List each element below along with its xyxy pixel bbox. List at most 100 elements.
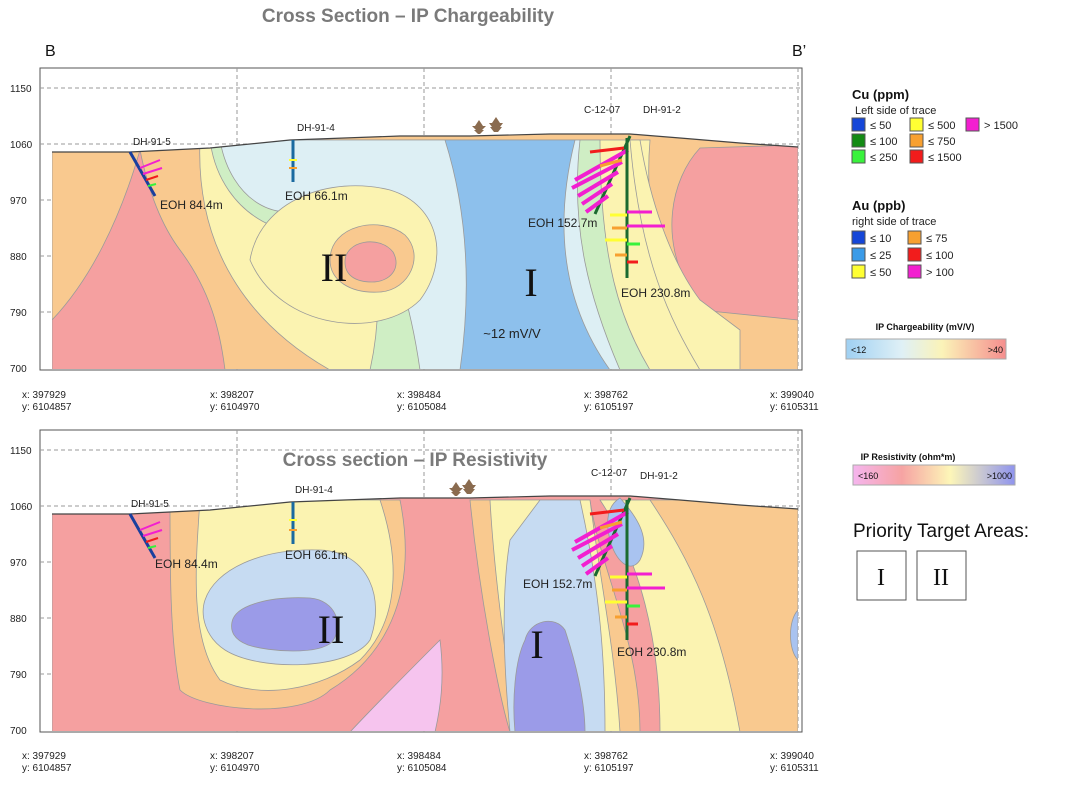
top-target-2: II (321, 245, 348, 290)
bottom-eoh-c-12-07: EOH 152.7m (523, 577, 592, 591)
bottom-dh-91-4-label: DH-91-4 (295, 485, 333, 496)
legend-cu-subtitle: Left side of trace (855, 105, 936, 117)
legend-cu-item-label: ≤ 1500 (928, 152, 962, 164)
legend-resistivity-low: <160 (858, 471, 878, 481)
bottom-coord-y: y: 6105084 (397, 763, 447, 774)
top-coord-x: x: 398762 (584, 390, 628, 401)
top-elevation-axis: 1150 1060 970 880 790 700 (10, 84, 33, 375)
legend-au-item-label: > 100 (926, 267, 954, 279)
legend-au-item-swatch (851, 264, 866, 279)
legend-cu-item-swatch (909, 149, 924, 164)
top-tree-icon (472, 117, 503, 134)
legend-au-item-label: ≤ 25 (870, 250, 891, 262)
priority-box-1 (856, 550, 907, 601)
section-label-left: B (45, 43, 56, 60)
bottom-eoh-91-5: EOH 84.4m (155, 557, 218, 571)
legend-cu-item-label: > 1500 (984, 120, 1018, 132)
bottom-target-2: II (318, 607, 345, 652)
chargeability-contours (52, 134, 798, 369)
top-coord-y: y: 6105197 (584, 402, 634, 413)
legend-cu-item-swatch (909, 133, 924, 148)
bottom-eoh-91-2: EOH 230.8m (617, 645, 686, 659)
bottom-coord-x: x: 398484 (397, 751, 441, 762)
legend-chargeability-title: IP Chargeability (mV/V) (876, 322, 975, 332)
top-coordinate-axis: x: 397929 y: 6104857 x: 398207 y: 610497… (22, 390, 819, 413)
bottom-c-12-07-label: C-12-07 (591, 468, 628, 479)
bottom-coord-x: x: 397929 (22, 751, 66, 762)
top-target-1: I (524, 260, 537, 305)
bottom-dh-91-2-label: DH-91-2 (640, 471, 678, 482)
legend-au-item-label: ≤ 75 (926, 233, 947, 245)
legend-cu-item-label: ≤ 500 (928, 120, 955, 132)
legend-resistivity: IP Resistivity (ohm*m) <160 >1000 (852, 452, 1016, 486)
legend-cu-item-label: ≤ 50 (870, 120, 891, 132)
bottom-eoh-91-4: EOH 66.1m (285, 548, 348, 562)
bottom-elev-tick: 1150 (10, 446, 32, 457)
bottom-drillholes (128, 497, 665, 640)
top-dh-91-5-label: DH-91-5 (133, 137, 171, 148)
top-eoh-91-2: EOH 230.8m (621, 286, 690, 300)
legend-cu-title: Cu (ppm) (852, 87, 909, 102)
legend-au-item-label: ≤ 10 (870, 233, 891, 245)
legend-chargeability: IP Chargeability (mV/V) <12 >40 (845, 322, 1007, 360)
legend-au-item-swatch (851, 247, 866, 262)
legend-cu-item-swatch (851, 133, 866, 148)
top-coord-x: x: 399040 (770, 390, 814, 401)
legend-au-subtitle: right side of trace (852, 216, 936, 228)
top-coord-y: y: 6104857 (22, 402, 72, 413)
legend-chargeability-low: <12 (851, 345, 866, 355)
top-eoh-labels: EOH 84.4m EOH 66.1m EOH 152.7m EOH 230.8… (160, 189, 690, 300)
legend-au-item-swatch (907, 247, 922, 262)
top-elev-tick: 700 (10, 364, 27, 375)
priority-title: Priority Target Areas: (853, 521, 1029, 542)
top-coord-y: y: 6104970 (210, 402, 260, 413)
priority-box-2 (916, 550, 967, 601)
legend-chargeability-high: >40 (988, 345, 1003, 355)
legend-cu-item-swatch (851, 117, 866, 132)
top-elev-tick: 1060 (10, 140, 33, 151)
top-dh-91-2-label: DH-91-2 (643, 105, 681, 116)
bottom-elev-tick: 1060 (10, 502, 33, 513)
top-coord-x: x: 398207 (210, 390, 254, 401)
top-coord-y: y: 6105084 (397, 402, 447, 413)
bottom-title: Cross section – IP Resistivity (283, 450, 548, 471)
top-topography (52, 133, 799, 153)
legend-au-title: Au (ppb) (852, 198, 905, 213)
bottom-elev-tick: 880 (10, 614, 27, 625)
legend-au-item-swatch (907, 230, 922, 245)
top-drillhole-labels: DH-91-5 DH-91-4 C-12-07 DH-91-2 (133, 105, 681, 148)
bottom-elev-tick: 790 (10, 670, 27, 681)
bottom-elevation-axis: 1150 1060 970 880 790 700 (10, 446, 33, 737)
bottom-coord-y: y: 6105197 (584, 763, 634, 774)
top-elev-tick: 1150 (10, 84, 32, 95)
bottom-coordinate-axis: x: 397929 y: 6104857 x: 398207 y: 610497… (22, 751, 819, 774)
section-label-right: B’ (792, 43, 806, 60)
bottom-coord-y: y: 6104857 (22, 763, 72, 774)
legend-resistivity-bar (852, 464, 1016, 486)
legend-cu: Cu (ppm) Left side of trace ≤ 50 ≤ 500 > 1… (851, 87, 1018, 164)
top-coord-y: y: 6105311 (770, 402, 819, 413)
legend-resistivity-title: IP Resistivity (ohm*m) (861, 452, 956, 462)
legend-cu-item-label: ≤ 750 (928, 136, 955, 148)
legend-resistivity-high: >1000 (987, 471, 1012, 481)
resistivity-contours (52, 496, 798, 731)
bottom-dh-91-5-label: DH-91-5 (131, 499, 169, 510)
bottom-tree-icon (449, 479, 476, 496)
legend-cu-item-label: ≤ 100 (870, 136, 897, 148)
top-elev-tick: 790 (10, 308, 27, 319)
legend-au-item-swatch (907, 264, 922, 279)
bottom-target-1: I (530, 622, 543, 667)
priority-targets: Priority Target Areas: I II (853, 521, 1029, 601)
legend-au-item-label: ≤ 100 (926, 250, 953, 262)
top-coord-x: x: 398484 (397, 390, 441, 401)
bottom-coord-x: x: 398207 (210, 751, 254, 762)
bottom-topography (52, 495, 799, 515)
chargeability-annotation: ~12 mV/V (483, 326, 541, 341)
top-title: Cross Section – IP Chargeability (262, 6, 555, 27)
legend-cu-item-swatch (909, 117, 924, 132)
bottom-elev-tick: 700 (10, 726, 27, 737)
top-c-12-07-label: C-12-07 (584, 105, 621, 116)
top-elev-tick: 970 (10, 196, 27, 207)
legend-au-item-swatch (851, 230, 866, 245)
